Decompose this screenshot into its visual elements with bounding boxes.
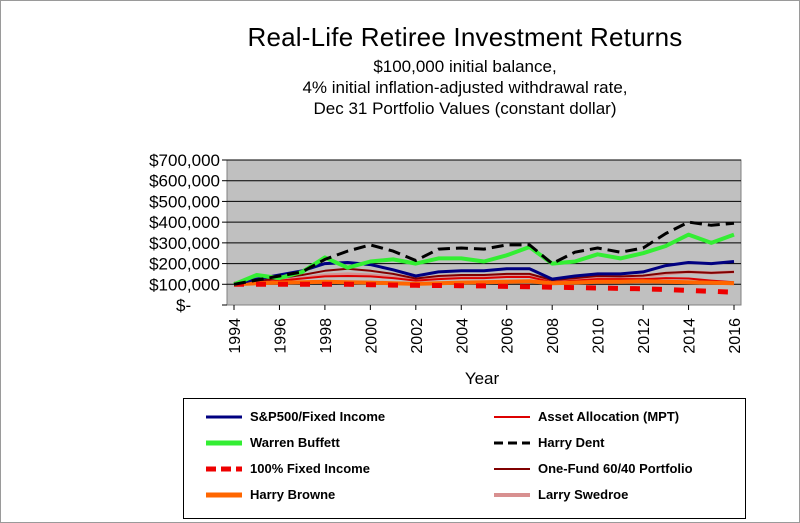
legend-swatch-asset-allocation: [494, 410, 530, 424]
y-tick-label: $700,000: [149, 151, 220, 170]
legend-label-asset-allocation: Asset Allocation (MPT): [538, 409, 680, 424]
legend-label-sp500-fixed-income: S&P500/Fixed Income: [250, 409, 386, 424]
series-line-harry-dent: [233, 220, 735, 286]
x-tick-label: 2016: [727, 318, 744, 354]
legend-label-larry-swedroe: Larry Swedroe: [538, 487, 629, 502]
x-tick-label: 2006: [500, 318, 517, 354]
x-tick-label: 2002: [409, 318, 426, 354]
x-tick-label: 1998: [318, 318, 335, 354]
x-tick-label: 1996: [272, 318, 289, 354]
x-tick-label: 2000: [363, 318, 380, 354]
legend-swatch-one-fund-60-40: [494, 462, 530, 476]
legend-entry-sp500-fixed-income: S&P500/Fixed Income: [206, 409, 385, 424]
x-axis: 1994 1996 1998 2000 2002 2004 2006 2008 2010 2012…: [227, 305, 744, 354]
series-line-asset-allocation-mpt: [233, 275, 735, 286]
chart-subtitle-line-2: 4% initial inflation-adjusted withdrawal…: [302, 78, 628, 97]
legend-swatch-harry-dent: [494, 436, 530, 450]
series-line-one-fund-60-40-portfolio: [233, 267, 735, 286]
legend-entry-harry-browne: Harry Browne: [206, 487, 335, 502]
legend-label-harry-browne: Harry Browne: [250, 487, 336, 502]
series-line-s-p500-fixed-income: [233, 260, 735, 286]
x-tick-label: 2008: [545, 318, 562, 354]
legend-entry-fixed-income-100: 100% Fixed Income: [206, 461, 370, 476]
legend-swatch-sp500-fixed-income: [206, 410, 242, 424]
y-axis: $- $100,000$200,000 $300,000 $400,000 $500,0…: [149, 151, 227, 315]
legend-label-one-fund-60-40: One-Fund 60/40 Portfolio: [538, 461, 693, 476]
chart-title: Real-Life Retiree Investment Returns: [247, 22, 683, 52]
legend-swatch-larry-swedroe: [494, 488, 530, 502]
x-tick-label: 2012: [636, 318, 653, 354]
legend-label-fixed-income-100: 100% Fixed Income: [250, 461, 370, 476]
x-tick-label: 1994: [227, 318, 244, 354]
line-chart: $- $100,000$200,000 $300,000 $400,000 $500,0…: [149, 151, 744, 388]
series-line-warren-buffett: [233, 232, 735, 287]
series-line-harry-browne: [233, 279, 735, 287]
legend-swatch-harry-browne: [206, 488, 242, 502]
y-tick-label: $400,000: [149, 213, 220, 232]
y-tick-label: $600,000: [149, 172, 220, 191]
y-tick-label: $200,000: [149, 255, 220, 274]
x-tick-label: 2004: [454, 318, 471, 354]
legend-entry-asset-allocation: Asset Allocation (MPT): [494, 409, 679, 424]
y-tick-label: $500,000: [149, 192, 220, 211]
chart-legend: S&P500/Fixed Income Asset Allocation (MP…: [183, 398, 746, 519]
legend-entry-larry-swedroe: Larry Swedroe: [494, 487, 628, 502]
legend-swatch-fixed-income-100: [206, 462, 242, 476]
series-line-100-fixed-income: [234, 281, 735, 295]
legend-entry-warren-buffett: Warren Buffett: [206, 435, 340, 450]
y-tick-label: $100,000: [149, 275, 220, 294]
x-tick-label: 2010: [591, 318, 608, 354]
legend-label-warren-buffett: Warren Buffett: [250, 435, 340, 450]
y-tick-label: $300,000: [149, 234, 220, 253]
legend-entry-harry-dent: Harry Dent: [494, 435, 604, 450]
legend-label-harry-dent: Harry Dent: [538, 435, 605, 450]
series-lines: [233, 220, 735, 295]
x-axis-label: Year: [465, 369, 500, 388]
legend-swatch-warren-buffett: [206, 436, 242, 450]
legend-entry-one-fund-60-40: One-Fund 60/40 Portfolio: [494, 461, 693, 476]
y-tick-label: $-: [176, 296, 191, 315]
chart-subtitle-line-3: Dec 31 Portfolio Values (constant dollar…: [313, 99, 617, 118]
x-tick-label: 2014: [682, 318, 699, 354]
chart-subtitle-line-1: $100,000 initial balance,: [373, 57, 557, 76]
